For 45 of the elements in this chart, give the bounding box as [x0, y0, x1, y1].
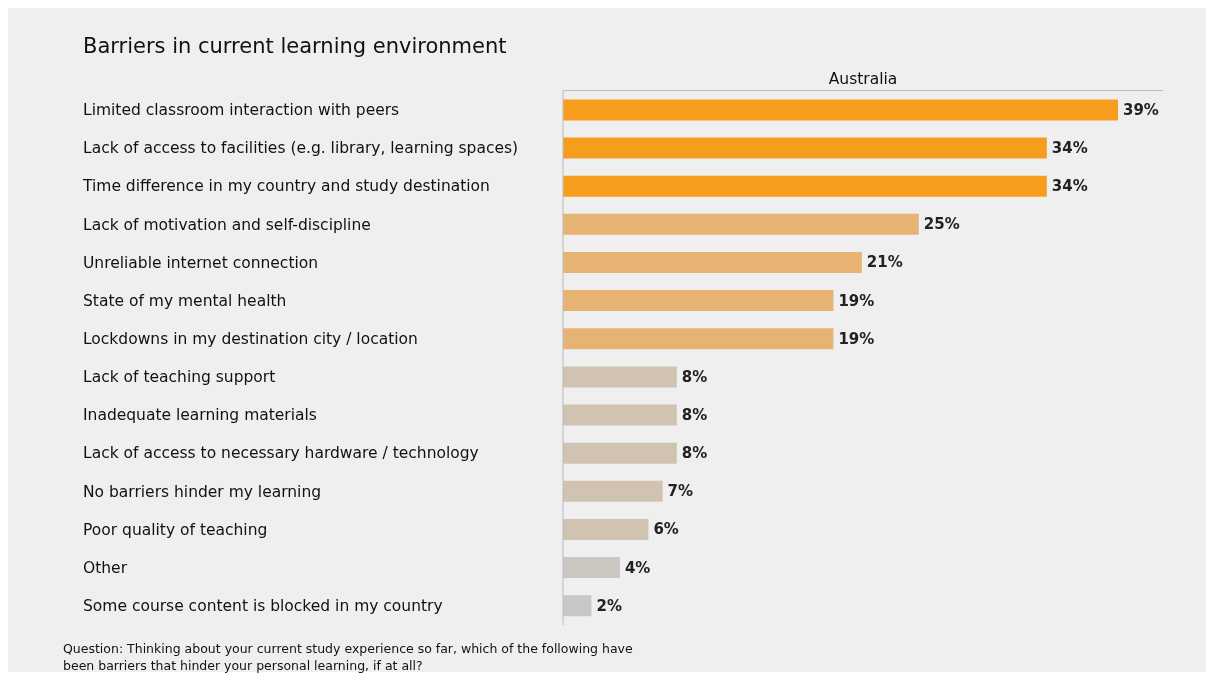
y-tick-label: Other: [83, 558, 128, 577]
bar: [563, 480, 663, 502]
bar: [563, 366, 677, 388]
y-tick-label: Limited classroom interaction with peers: [83, 101, 400, 120]
data-label: 8%: [681, 444, 708, 463]
y-tick-label: Lockdowns in my destination city / location: [83, 329, 418, 348]
bar: [563, 290, 834, 312]
bar: [563, 213, 919, 235]
data-label: 34%: [1051, 139, 1088, 158]
text: Question: Thinking about your current study experience so far, which of the following have been barriers that hinder your personal learning, if at all?: [63, 640, 634, 674]
y-tick-label: Unreliable internet connection: [83, 253, 319, 272]
data-label: 8%: [681, 367, 708, 386]
y-tick-label: Inadequate learning materials: [83, 406, 317, 425]
bar: [563, 442, 677, 464]
data-label: 39%: [1123, 100, 1159, 119]
bar: [563, 328, 834, 350]
bar: [563, 404, 677, 426]
bar: [563, 251, 862, 273]
data-label: 7%: [667, 482, 694, 501]
data-label: 6%: [653, 520, 679, 539]
data-label: 8%: [681, 406, 708, 425]
data-label: 19%: [838, 329, 875, 348]
series-label: Australia: [828, 70, 898, 88]
data-label: 25%: [923, 215, 960, 234]
y-tick-label: Lack of access to facilities (e.g. library, learning spaces): [83, 139, 519, 158]
y-tick-label: Time difference in my country and study destination: [82, 177, 490, 196]
bar: [563, 99, 1118, 121]
bar: [563, 518, 649, 540]
text: Barriers in current learning environment: [83, 34, 507, 58]
y-tick-label: State of my mental health: [83, 291, 287, 310]
data-label: 34%: [1051, 177, 1088, 196]
bar: [563, 595, 592, 617]
data-label: 21%: [866, 253, 903, 272]
bar: [563, 557, 620, 579]
y-tick-label: Poor quality of teaching: [83, 520, 268, 539]
bar: [563, 175, 1047, 197]
data-label: 2%: [596, 596, 622, 615]
bar: [563, 137, 1047, 159]
y-tick-label: Lack of access to necessary hardware / technology: [83, 444, 479, 463]
data-label: 19%: [838, 291, 875, 310]
data-label: 4%: [624, 558, 651, 577]
y-tick-label: Some course content is blocked in my country: [83, 596, 443, 615]
y-tick-label: Lack of motivation and self-discipline: [83, 215, 371, 234]
y-tick-label: Lack of teaching support: [83, 368, 276, 387]
y-tick-label: No barriers hinder my learning: [83, 482, 322, 501]
